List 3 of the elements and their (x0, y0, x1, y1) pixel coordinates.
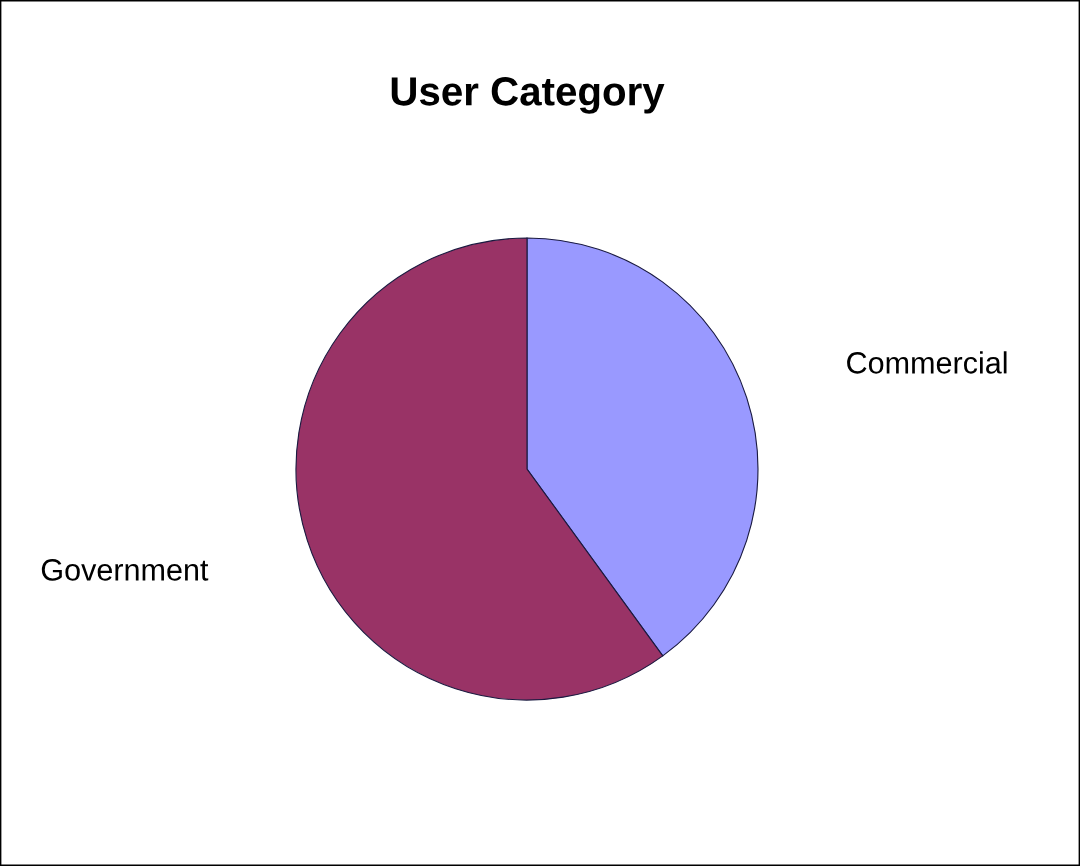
slice-label: Government (41, 559, 209, 581)
chart-title: User Category (391, 77, 665, 114)
slice-label: Commercial (847, 351, 1007, 374)
